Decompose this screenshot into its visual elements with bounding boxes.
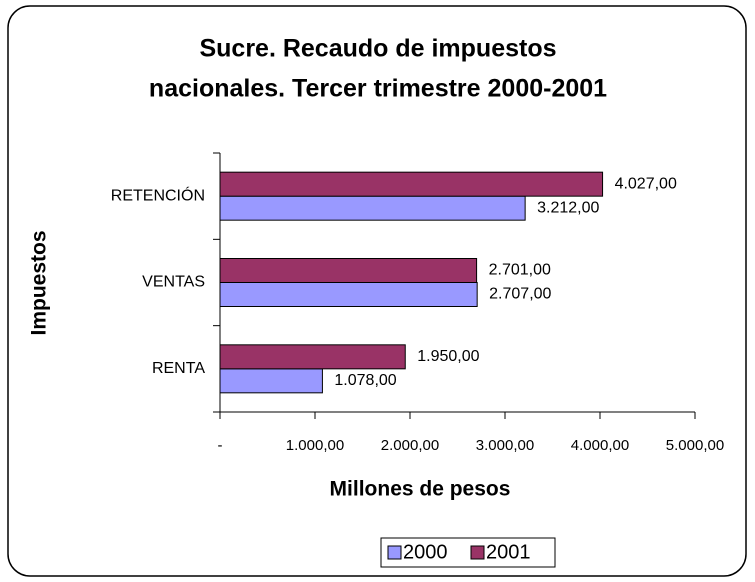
- data-label: 1.950,00: [417, 348, 479, 365]
- x-tick-label: 1.000,00: [286, 437, 344, 454]
- legend-swatch: [387, 545, 402, 560]
- bar: [219, 195, 526, 221]
- y-tick-label: RENTA: [152, 360, 205, 377]
- y-axis-title: Impuestos: [28, 230, 51, 335]
- legend-swatch: [470, 545, 485, 560]
- y-tick-label: RETENCIÓN: [111, 185, 205, 204]
- x-tick-label: -: [218, 437, 223, 454]
- x-tick-label: 4.000,00: [571, 437, 629, 454]
- bar: [219, 171, 604, 197]
- data-label: 4.027,00: [615, 175, 677, 192]
- x-tick-label: 3.000,00: [476, 437, 534, 454]
- bar: [219, 368, 323, 394]
- data-label: 2.701,00: [489, 262, 551, 279]
- data-label: 3.212,00: [537, 199, 599, 216]
- y-tick-label: VENTAS: [142, 274, 205, 291]
- x-tick-label: 2.000,00: [381, 437, 439, 454]
- legend-box: [380, 537, 556, 568]
- bar: [219, 282, 478, 307]
- bar: [219, 344, 406, 370]
- legend-label: 2000: [403, 541, 448, 563]
- chart-title: nacionales. Tercer trimestre 2000-2001: [149, 75, 607, 103]
- legend-label: 2001: [486, 541, 531, 563]
- x-axis-title: Millones de pesos: [330, 478, 511, 501]
- data-label: 1.078,00: [334, 372, 396, 389]
- bar: [219, 258, 478, 283]
- data-label: 2.707,00: [489, 286, 551, 303]
- chart-title: Sucre. Recaudo de impuestos: [199, 35, 556, 63]
- x-tick-label: 5.000,00: [666, 437, 724, 454]
